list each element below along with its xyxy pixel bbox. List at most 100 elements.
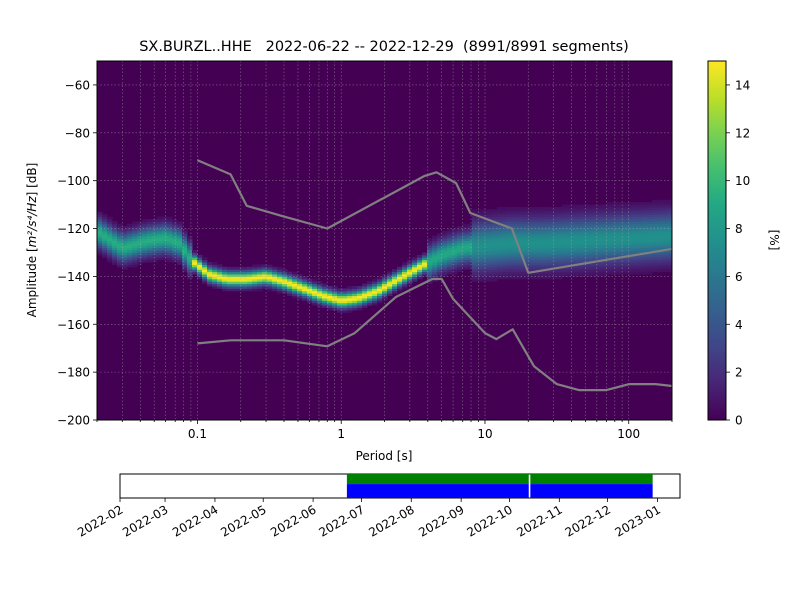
heatmap-cell [517, 214, 523, 218]
heatmap-cell [427, 262, 433, 265]
heatmap-cell [547, 216, 553, 220]
heatmap-cell [542, 240, 548, 244]
heatmap-cell [487, 240, 493, 244]
heatmap-cell [277, 285, 283, 289]
heatmap-cell [637, 230, 643, 234]
heatmap-cell [602, 264, 608, 268]
heatmap-cell [637, 245, 643, 249]
heatmap-cell [652, 216, 658, 220]
heatmap-cell [517, 254, 523, 258]
heatmap-cell [612, 209, 618, 213]
heatmap-cell [642, 250, 648, 253]
heatmap-cell [607, 230, 613, 234]
heatmap-cell [442, 233, 448, 237]
x-tick-label: 0.1 [188, 427, 207, 441]
heatmap-cell [597, 245, 603, 249]
heatmap-cell [372, 295, 378, 299]
heatmap-cell [657, 269, 663, 273]
heatmap-cell [467, 252, 473, 256]
heatmap-cell [142, 223, 148, 227]
heatmap-cell [522, 223, 528, 227]
heatmap-cell [617, 238, 623, 241]
heatmap-cell [632, 202, 638, 206]
heatmap-cell [337, 297, 343, 301]
heatmap-cell [647, 240, 653, 244]
heatmap-cell [622, 209, 628, 213]
heatmap-cell [467, 223, 473, 227]
heatmap-cell [177, 230, 183, 234]
heatmap-cell [552, 245, 558, 249]
heatmap-cell [112, 223, 118, 227]
heatmap-cell [147, 252, 153, 256]
heatmap-cell [407, 278, 413, 282]
heatmap-cell [297, 293, 303, 297]
heatmap-cell [437, 233, 443, 237]
heatmap-cell [532, 245, 538, 249]
heatmap-cell [447, 254, 453, 258]
heatmap-cell [662, 223, 668, 227]
heatmap-cell [612, 247, 618, 251]
heatmap-cell [477, 211, 483, 215]
heatmap-cell [192, 271, 198, 275]
heatmap-cell [542, 230, 548, 234]
heatmap-cell [567, 252, 573, 256]
heatmap-cell [377, 285, 383, 289]
heatmap-cell [557, 211, 563, 215]
heatmap-cell [212, 262, 218, 265]
heatmap-cell [132, 250, 138, 253]
heatmap-cell [367, 297, 373, 301]
heatmap-cell [667, 214, 672, 218]
heatmap-cell [547, 269, 553, 273]
heatmap-cell [487, 278, 493, 282]
heatmap-cell [517, 223, 523, 227]
heatmap-cell [432, 240, 438, 244]
heatmap-cell [617, 211, 623, 215]
heatmap-cell [412, 257, 418, 261]
heatmap-cell [507, 216, 513, 220]
heatmap-cell [197, 254, 203, 258]
heatmap-cell [602, 221, 608, 225]
heatmap-cell [662, 254, 668, 258]
heatmap-cell [667, 252, 672, 256]
heatmap-cell [652, 221, 658, 225]
heatmap-cell [437, 238, 443, 241]
heatmap-cell [642, 245, 648, 249]
heatmap-cell [552, 211, 558, 215]
heatmap-cell [517, 221, 523, 225]
heatmap-cell [122, 264, 128, 268]
heatmap-cell [127, 264, 133, 268]
heatmap-cell [417, 274, 423, 277]
heatmap-cell [512, 252, 518, 256]
heatmap-cell [177, 242, 183, 246]
heatmap-cell [517, 252, 523, 256]
heatmap-cell [632, 235, 638, 239]
heatmap-cell [572, 254, 578, 258]
heatmap-cell [412, 264, 418, 268]
timeline-tick-label: 2023-01 [613, 502, 663, 539]
heatmap-cell [607, 238, 613, 241]
heatmap-cell [277, 269, 283, 273]
heatmap-cell [542, 223, 548, 227]
heatmap-cell [157, 228, 163, 232]
heatmap-cell [237, 274, 243, 277]
heatmap-cell [102, 252, 108, 256]
heatmap-cell [507, 266, 513, 270]
heatmap-cell [617, 206, 623, 210]
heatmap-cell [457, 240, 463, 244]
heatmap-cell [637, 247, 643, 251]
heatmap-cell [152, 257, 158, 261]
heatmap-cell [182, 252, 188, 256]
heatmap-cell [172, 221, 178, 225]
heatmap-cell [327, 302, 333, 306]
heatmap-cell [637, 226, 643, 230]
heatmap-cell [322, 288, 328, 292]
heatmap-cell [607, 226, 613, 230]
heatmap-cell [577, 204, 583, 208]
heatmap-cell [142, 230, 148, 234]
heatmap-cell [172, 240, 178, 244]
heatmap-cell [652, 242, 658, 246]
heatmap-cell [202, 274, 208, 277]
heatmap-cell [462, 257, 468, 261]
heatmap-cell [642, 247, 648, 251]
heatmap-cell [617, 230, 623, 234]
